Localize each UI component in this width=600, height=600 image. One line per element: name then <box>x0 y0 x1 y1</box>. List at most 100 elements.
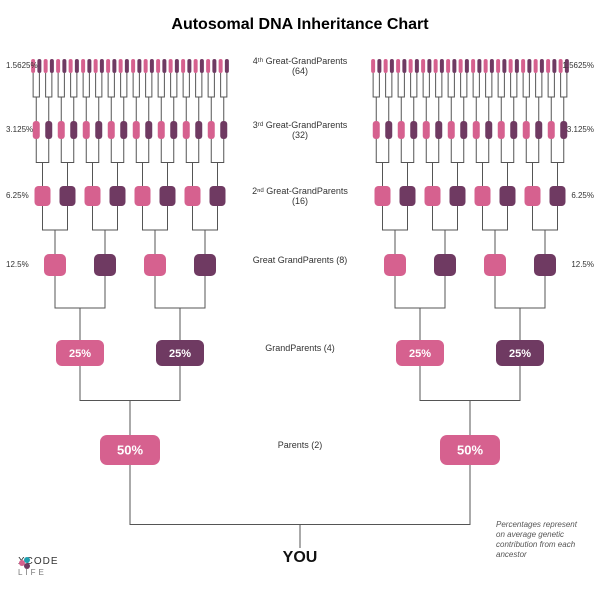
connector <box>161 139 174 186</box>
connector <box>448 73 454 121</box>
connector <box>80 366 180 435</box>
ancestor-box <box>465 59 469 73</box>
row-percentage: 12.5% <box>6 260 29 269</box>
ancestor-box <box>396 59 400 73</box>
ancestor-box <box>35 186 51 206</box>
ancestor-box <box>33 121 40 139</box>
connector <box>111 139 124 186</box>
ancestor-box <box>450 186 466 206</box>
you-label: YOU <box>283 549 318 566</box>
connector <box>383 206 408 254</box>
ancestor-box <box>158 121 165 139</box>
ancestor-box <box>169 59 173 73</box>
ancestor-box <box>548 121 555 139</box>
ancestor-box <box>95 121 102 139</box>
connector <box>108 73 114 121</box>
connector <box>158 73 164 121</box>
ancestor-box <box>490 59 494 73</box>
connector <box>211 139 224 186</box>
ancestor-box <box>183 121 190 139</box>
ancestor-box <box>534 59 538 73</box>
connector <box>155 276 205 340</box>
ancestor-box <box>110 186 126 206</box>
ancestor-box <box>112 59 116 73</box>
ancestor-box <box>181 59 185 73</box>
ancestor-box <box>37 59 41 73</box>
connector <box>401 139 414 186</box>
row-percentage: 3.125% <box>6 125 33 134</box>
row-percentage: 6.25% <box>571 191 594 200</box>
ancestor-box <box>550 186 566 206</box>
ancestor-box <box>390 59 394 73</box>
inheritance-chart: 25%25%25%25%50%50%YOU <box>0 0 600 600</box>
connector <box>548 73 554 121</box>
ancestor-box <box>371 59 375 73</box>
ancestor-box <box>50 59 54 73</box>
ancestor-box <box>62 59 66 73</box>
ancestor-box <box>156 59 160 73</box>
connector <box>526 139 539 186</box>
connector <box>423 73 429 121</box>
connector <box>451 139 464 186</box>
ancestor-box <box>402 59 406 73</box>
ancestor-box <box>60 186 76 206</box>
ancestor-box <box>527 59 531 73</box>
connector <box>373 73 379 121</box>
ancestor-box <box>384 254 406 276</box>
ancestor-box <box>434 59 438 73</box>
connector <box>533 206 558 254</box>
ancestor-box <box>69 59 73 73</box>
connector <box>426 139 439 186</box>
ancestor-box <box>498 121 505 139</box>
ancestor-box <box>212 59 216 73</box>
ancestor-box <box>446 59 450 73</box>
ancestor-box <box>509 59 513 73</box>
ancestor-box <box>160 186 176 206</box>
connector <box>136 139 149 186</box>
ancestor-box <box>398 121 405 139</box>
generation-label: Parents (2) <box>245 440 355 450</box>
ancestor-box <box>484 254 506 276</box>
connector <box>436 73 442 121</box>
ancestor-box <box>502 59 506 73</box>
ancestor-box <box>409 59 413 73</box>
ancestor-box <box>496 59 500 73</box>
row-percentage: 6.25% <box>6 191 29 200</box>
connector <box>461 73 467 121</box>
ancestor-box <box>546 59 550 73</box>
connector <box>86 139 99 186</box>
ancestor-box <box>58 121 65 139</box>
connector <box>498 73 504 121</box>
ancestor-box <box>225 59 229 73</box>
ancestor-pct-pill: 50% <box>117 443 143 458</box>
ancestor-box <box>434 254 456 276</box>
ancestor-box <box>484 59 488 73</box>
ancestor-box <box>100 59 104 73</box>
connector <box>411 73 417 121</box>
ancestor-pct-pill: 25% <box>69 348 91 360</box>
ancestor-box <box>150 59 154 73</box>
ancestor-box <box>81 59 85 73</box>
connector <box>61 139 74 186</box>
ancestor-box <box>525 186 541 206</box>
connector <box>55 276 105 340</box>
ancestor-box <box>421 59 425 73</box>
connector <box>511 73 517 121</box>
generation-label: GrandParents (4) <box>245 343 355 353</box>
ancestor-box <box>475 186 491 206</box>
connector <box>171 73 177 121</box>
connector <box>130 465 470 548</box>
connector <box>376 139 389 186</box>
ancestor-pct-pill: 50% <box>457 443 483 458</box>
ancestor-box <box>375 186 391 206</box>
ancestor-box <box>540 59 544 73</box>
ancestor-box <box>415 59 419 73</box>
connector <box>551 139 564 186</box>
ancestor-box <box>87 59 91 73</box>
ancestor-box <box>187 59 191 73</box>
ancestor-box <box>471 59 475 73</box>
connector <box>46 73 52 121</box>
ancestor-box <box>535 121 542 139</box>
ancestor-box <box>108 121 115 139</box>
ancestor-box <box>460 121 467 139</box>
